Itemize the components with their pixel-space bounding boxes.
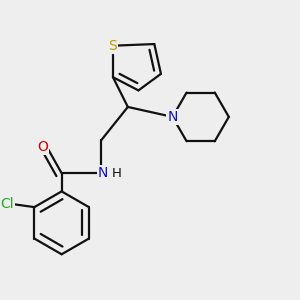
Text: S: S: [109, 39, 117, 53]
Text: N: N: [167, 110, 178, 124]
Text: N: N: [98, 166, 108, 180]
Text: Cl: Cl: [0, 197, 14, 211]
Text: H: H: [111, 167, 121, 180]
Text: O: O: [37, 140, 48, 154]
